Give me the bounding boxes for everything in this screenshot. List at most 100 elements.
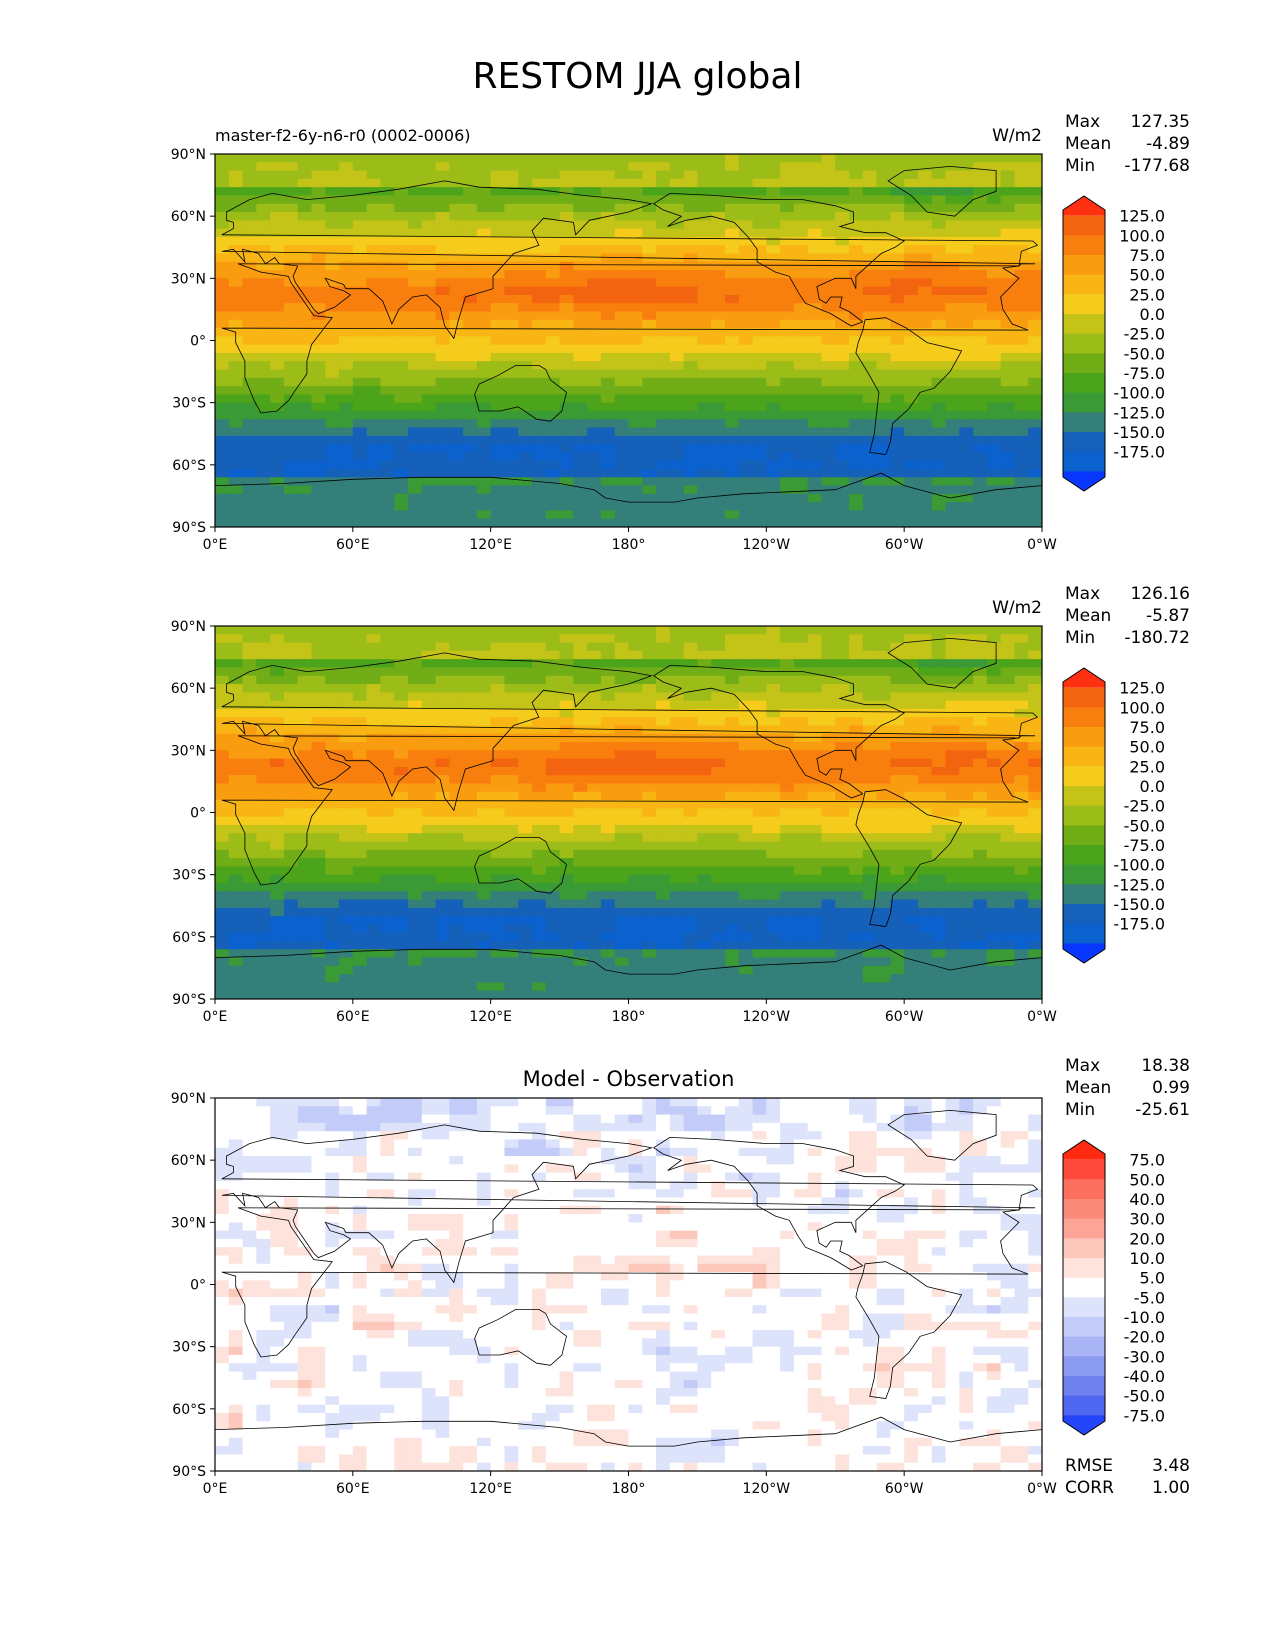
colorbar-tick-label: 75.0 — [1129, 246, 1165, 265]
panel-center-title: Model - Observation — [523, 1067, 735, 1091]
map-field — [215, 154, 1042, 527]
units-label: W/m2 — [992, 598, 1042, 618]
colorbar-segment — [1063, 766, 1105, 787]
stat-label: CORR — [1065, 1478, 1114, 1498]
lon-tick-label: 60°E — [336, 1009, 370, 1025]
lat-tick-label: 60°S — [172, 1402, 206, 1418]
stat-label: Max — [1065, 1056, 1100, 1076]
stat-value: 18.38 — [1141, 1056, 1190, 1076]
map-field — [215, 626, 1042, 999]
coastline — [653, 192, 906, 327]
colorbar-segment — [1063, 1297, 1105, 1318]
lon-tick-label: 60°W — [885, 1481, 924, 1497]
colorbar-segment — [1063, 1356, 1105, 1377]
lat-tick-label: 90°S — [172, 520, 206, 536]
stat-label: Max — [1065, 112, 1100, 132]
colorbar-segment — [1063, 786, 1105, 807]
stat-label: Min — [1065, 628, 1095, 648]
coastline — [221, 735, 1029, 886]
panel-difference: 90°N 60°N 30°N 0° 30°S 60°S 90°S0°E 60°E 120°E 18… — [171, 1056, 1190, 1498]
panel-reference: 90°N 60°N 30°N 0° 30°S 60°S 90°S0°E 60°E 120°E 18… — [171, 584, 1190, 1025]
stat-label: Mean — [1065, 1078, 1111, 1098]
colorbar-tick-label: -10.0 — [1124, 1308, 1165, 1327]
colorbar-segment — [1063, 1336, 1105, 1357]
lat-tick-label: 0° — [190, 1278, 206, 1294]
colorbar-outline — [1062, 667, 1106, 964]
coastline — [653, 664, 906, 799]
lon-tick-label: 60°W — [885, 537, 924, 553]
lat-tick-label: 60°S — [172, 458, 206, 474]
colorbar-tick-label: -100.0 — [1113, 384, 1165, 403]
colorbar-segment — [1063, 1179, 1105, 1200]
lat-tick-label: 60°N — [171, 681, 206, 697]
coastline — [221, 263, 1029, 414]
colorbar-tick-label: -40.0 — [1124, 1367, 1165, 1386]
colorbar-tick-label: -75.0 — [1124, 364, 1165, 383]
coastline — [474, 365, 567, 422]
colorbar-tick-label: 5.0 — [1140, 1269, 1165, 1288]
lon-tick-label: 0°E — [203, 537, 228, 553]
lon-tick-label: 0°W — [1027, 1009, 1057, 1025]
colorbar-tick-label: -100.0 — [1113, 856, 1165, 875]
coastline — [215, 944, 1042, 999]
colorbar-tick-label: 0.0 — [1140, 305, 1165, 324]
colorbar-segment — [1063, 274, 1105, 295]
lon-tick-label: 120°W — [743, 537, 791, 553]
coastline — [855, 1261, 963, 1399]
stat-label: Min — [1065, 156, 1095, 176]
colorbar-tick-label: -125.0 — [1113, 403, 1165, 422]
colorbar-segment — [1063, 1317, 1105, 1338]
colorbar-tick-label: 100.0 — [1119, 226, 1165, 245]
colorbar-segment — [1063, 255, 1105, 276]
colorbar-tick-label: 75.0 — [1129, 718, 1165, 737]
lat-tick-label: 30°S — [172, 868, 206, 884]
stat-value: -177.68 — [1124, 156, 1190, 176]
stat-value: 127.35 — [1131, 112, 1190, 132]
colorbar-tick-label: 125.0 — [1119, 207, 1165, 226]
colorbar-tick-label: -50.0 — [1124, 1387, 1165, 1406]
colorbar-segment — [1063, 392, 1105, 413]
stat-value: 0.99 — [1152, 1078, 1190, 1098]
lon-tick-label: 120°E — [469, 1009, 512, 1025]
colorbar-tick-label: 25.0 — [1129, 757, 1165, 776]
colorbar-segment — [1063, 1258, 1105, 1279]
stat-value: -4.89 — [1146, 134, 1190, 154]
lon-tick-label: 0°E — [203, 1009, 228, 1025]
colorbar-segment — [1063, 432, 1105, 453]
lat-tick-label: 90°N — [171, 1091, 206, 1107]
lat-tick-label: 60°S — [172, 930, 206, 946]
colorbar-segment — [1063, 235, 1105, 256]
colorbar-tick-label: 75.0 — [1129, 1151, 1165, 1170]
colorbar-tick-label: -150.0 — [1113, 423, 1165, 442]
colorbar-tick-label: 125.0 — [1119, 679, 1165, 698]
colorbar-segment — [1063, 668, 1105, 688]
colorbar-tick-label: -25.0 — [1124, 325, 1165, 344]
colorbar-segment — [1063, 727, 1105, 748]
stat-label: Max — [1065, 584, 1100, 604]
colorbar-segment — [1063, 314, 1105, 335]
coastline — [887, 165, 997, 217]
colorbar-tick-label: 10.0 — [1129, 1249, 1165, 1268]
stat-value: 126.16 — [1131, 584, 1190, 604]
lon-tick-label: 60°E — [336, 537, 370, 553]
lon-tick-label: 120°E — [469, 1481, 512, 1497]
lon-tick-label: 60°E — [336, 1481, 370, 1497]
lon-tick-label: 0°E — [203, 1481, 228, 1497]
colorbar-segment — [1063, 373, 1105, 394]
coastline — [855, 317, 963, 455]
lon-tick-label: 60°W — [885, 1009, 924, 1025]
colorbar-segment — [1063, 1238, 1105, 1259]
units-label: W/m2 — [992, 126, 1042, 146]
colorbar-segment — [1063, 805, 1105, 826]
coastline — [653, 1136, 906, 1271]
lon-tick-label: 180° — [612, 537, 646, 553]
colorbar-segment — [1063, 746, 1105, 767]
lat-tick-label: 30°N — [171, 271, 206, 287]
colorbar-tick-label: 50.0 — [1129, 1170, 1165, 1189]
coastline — [474, 1309, 567, 1366]
colorbar-tick-label: -25.0 — [1124, 797, 1165, 816]
colorbar-tick-label: 50.0 — [1129, 738, 1165, 757]
stat-value: -25.61 — [1135, 1100, 1190, 1120]
colorbar-segment — [1063, 1140, 1105, 1160]
colorbar-tick-label: 50.0 — [1129, 266, 1165, 285]
